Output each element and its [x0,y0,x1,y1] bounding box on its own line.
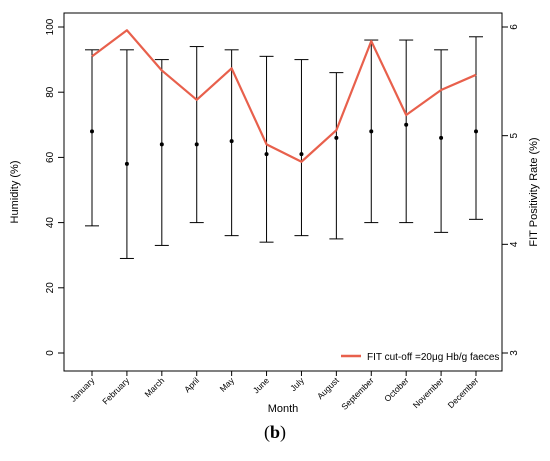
fit-positivity-line [91,29,477,163]
x-axis-label: Month [268,403,299,415]
humidity-mean-point [474,129,478,134]
y-left-tick-label: 80 [45,86,56,98]
y-right-tick-label: 3 [509,350,520,356]
plot-frame [63,12,503,372]
humidity-mean-point [229,139,234,144]
y-left-tick-label: 20 [45,282,56,294]
humidity-mean-point [369,129,374,134]
humidity-mean-point [334,135,339,140]
humidity-mean-point [90,129,94,134]
y-left-tick-label: 60 [45,151,56,163]
y-axis-right-label: FIT Positivity Rate (%) [528,137,540,246]
humidity-mean-point [404,122,409,127]
x-tick-label: March [142,375,166,399]
caption-letter: b [269,422,280,442]
humidity-mean-point [194,142,199,147]
fit-series [91,29,477,163]
figure-caption: (b) [263,422,286,442]
x-tick-label: November [411,375,446,410]
legend: FIT cut-off =20μg Hb/g faeces [341,352,499,363]
humidity-mean-point [159,142,164,147]
x-tick-label: April [182,375,201,394]
y-left-tick-label: 40 [45,217,56,229]
legend-label: FIT cut-off =20μg Hb/g faeces [367,352,499,363]
x-tick-label: February [100,375,132,407]
x-tick-label: September [339,375,376,412]
humidity-mean-point [299,152,304,157]
x-tick-label: August [315,375,341,401]
y-axis-left-label: Humidity (%) [9,161,21,224]
y-axis-left: 0 20 40 60 80 100 [45,18,64,356]
humidity-mean-point [439,135,444,140]
y-axis-right: 3 4 5 6 [502,24,520,356]
x-tick-label: December [446,375,481,410]
y-right-tick-label: 6 [509,24,520,30]
chart: 0 20 40 60 80 100 3 4 5 6 January February March Ap… [9,12,540,415]
x-tick-label: January [68,375,97,404]
y-left-tick-label: 100 [45,18,56,35]
y-right-tick-label: 5 [509,132,520,138]
humidity-mean-point [264,152,269,157]
x-tick-label: May [218,375,237,394]
humidity-mean-point [124,161,129,166]
x-tick-label: July [288,375,306,393]
y-right-tick-label: 4 [509,241,520,247]
y-left-tick-label: 0 [45,350,56,356]
humidity-error-bars [85,36,483,259]
x-tick-label: October [382,375,411,404]
x-tick-label: June [251,375,271,395]
